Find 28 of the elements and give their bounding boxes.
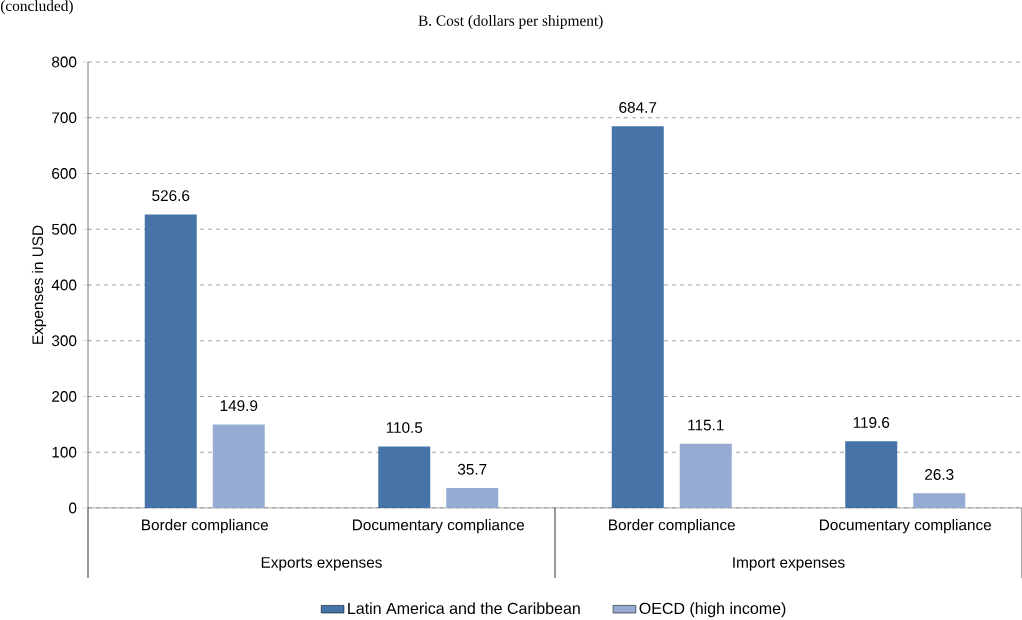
- data-label: 35.7: [457, 463, 487, 475]
- y-tick-label: 0: [69, 502, 77, 514]
- x-tick-label: Border compliance: [609, 519, 735, 534]
- x-tick-label: Documentary compliance: [820, 519, 992, 534]
- x-tick-label: Documentary compliance: [353, 519, 525, 534]
- data-label: 115.1: [688, 419, 724, 431]
- y-tick-label: 700: [52, 112, 77, 124]
- y-axis-title: Expenses in USD: [31, 225, 47, 344]
- legend-label: Latin America and the Caribbean: [348, 602, 580, 615]
- y-tick-label: 800: [52, 56, 77, 68]
- data-label: 149.9: [220, 400, 258, 412]
- y-tick-label: 300: [51, 335, 77, 347]
- data-label: 684.7: [619, 102, 657, 113]
- text: Exports expenses: [261, 557, 382, 571]
- y-tick-label: 100: [52, 446, 77, 458]
- text: Import expenses: [733, 557, 845, 571]
- y-tick-label: 400: [51, 279, 77, 291]
- data-label: 119.6: [853, 417, 890, 428]
- y-tick-label: 200: [52, 391, 77, 402]
- x-tick-label: Border compliance: [142, 519, 268, 534]
- y-tick-label: 600: [52, 168, 77, 179]
- data-label: 526.6: [152, 190, 190, 202]
- legend-label: OECD (high income): [639, 602, 786, 618]
- text: (concluded): [0, 0, 73, 15]
- data-label: 26.3: [925, 469, 954, 480]
- data-label: 110.5: [386, 422, 423, 433]
- y-tick-label: 500: [51, 223, 77, 235]
- chart-title: B. Cost (dollars per shipment): [418, 15, 603, 29]
